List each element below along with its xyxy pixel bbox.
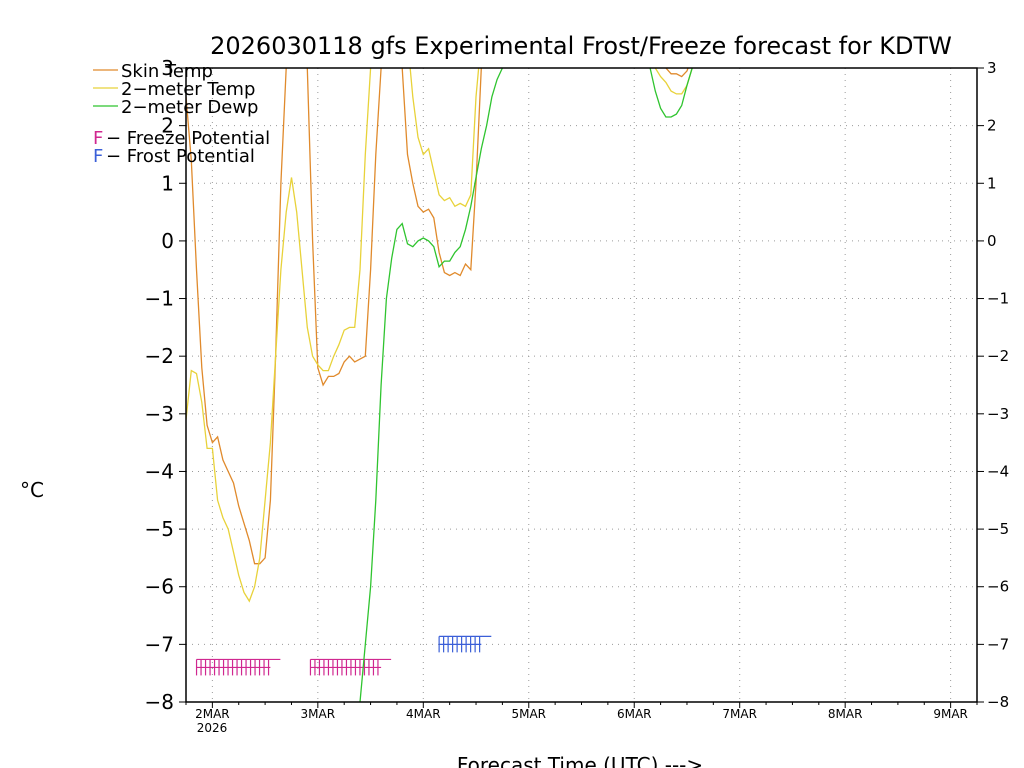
y-tick-label-right: −5 <box>987 520 1009 538</box>
series-lines <box>186 68 693 702</box>
series-line <box>649 68 693 118</box>
legend-label: Skin Temp <box>121 61 213 82</box>
x-tick-label: 6MAR <box>617 707 652 721</box>
potential-legend-label: − Frost Potential <box>106 146 255 167</box>
y-tick-label-left: −7 <box>145 632 174 656</box>
x-tick-label: 2MAR <box>195 707 230 721</box>
legend-label: 2−meter Dewp <box>121 97 258 118</box>
y-tick-label-right: −4 <box>987 462 1009 480</box>
y-tick-label-right: −8 <box>987 693 1009 711</box>
y-tick-label-right: −1 <box>987 290 1009 308</box>
potential-legend-label: − Freeze Potential <box>106 128 270 149</box>
y-tick-label-left: 1 <box>161 171 174 195</box>
y-tick-label-left: 3 <box>161 56 174 80</box>
y-tick-label-right: 1 <box>987 174 997 192</box>
x-tick-label: 9MAR <box>933 707 968 721</box>
x-tick-label: 7MAR <box>722 707 757 721</box>
y-tick-label-left: −8 <box>145 690 174 714</box>
y-tick-label-left: 0 <box>161 229 174 253</box>
x-tick-year-label: 2026 <box>197 721 228 735</box>
y-tick-label-left: 2 <box>161 114 174 138</box>
y-axis-label: °C <box>20 478 44 502</box>
series-line <box>186 68 480 603</box>
x-tick-label: 4MAR <box>406 707 441 721</box>
y-tick-label-right: −7 <box>987 635 1009 653</box>
freeze-potential-markers <box>195 658 392 676</box>
y-tick-label-right: 2 <box>987 117 997 135</box>
chart-title: 2026030118 gfs Experimental Frost/Freeze… <box>210 32 952 60</box>
potential-legend-code: F <box>93 146 103 167</box>
plot-frame <box>185 67 978 703</box>
y-tick-label-left: −3 <box>145 402 174 426</box>
legend-label: 2−meter Temp <box>121 79 255 100</box>
y-tick-label-left: −2 <box>145 344 174 368</box>
x-tick-label: 8MAR <box>828 707 863 721</box>
y-tick-label-left: −5 <box>145 517 174 541</box>
y-tick-label-left: −4 <box>145 459 174 483</box>
y-tick-label-right: 3 <box>987 59 997 77</box>
y-tick-label-right: 0 <box>987 232 997 250</box>
potential-legend-code: F <box>93 128 103 149</box>
y-tick-label-right: −2 <box>987 347 1009 365</box>
y-tick-label-right: −6 <box>987 578 1009 596</box>
y-tick-label-left: −1 <box>145 287 174 311</box>
x-tick-label: 5MAR <box>511 707 546 721</box>
frost-potential-markers <box>438 635 492 653</box>
y-tick-label-left: −6 <box>145 575 174 599</box>
series-line <box>186 68 482 565</box>
y-tick-label-right: −3 <box>987 405 1009 423</box>
grid <box>186 67 977 703</box>
x-axis-label: Forecast Time (UTC) ---> <box>457 753 703 768</box>
axes: −8 −8 −7 −7 −6 −6 −5 −5 −4 −4 −3 −3 −2 −2 −1 −1 0 0 1 1 2 2 3 3… <box>145 56 1010 721</box>
series-line <box>359 68 504 702</box>
x-tick-label: 3MAR <box>301 707 336 721</box>
